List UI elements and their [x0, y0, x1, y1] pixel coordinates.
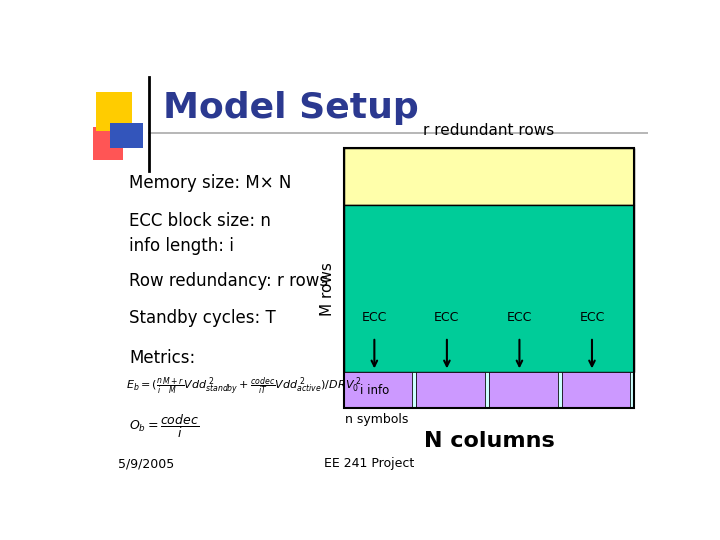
Bar: [109, 123, 143, 148]
Bar: [344, 205, 634, 373]
Text: ECC: ECC: [434, 312, 459, 325]
Text: Memory size: M× N: Memory size: M× N: [129, 174, 292, 192]
Text: Row redundancy: r rows: Row redundancy: r rows: [129, 272, 328, 290]
Text: ECC: ECC: [580, 312, 605, 325]
Text: ECC: ECC: [507, 312, 532, 325]
Text: n symbols: n symbols: [345, 413, 408, 426]
Text: $E_b = (\frac{n}{i}\frac{M+r}{M}Vdd_{s\mathit{tan}dby}^{\ 2} + \frac{codec}{iT}V: $E_b = (\frac{n}{i}\frac{M+r}{M}Vdd_{s\m…: [126, 376, 362, 399]
Bar: [562, 373, 630, 408]
Text: Metrics:: Metrics:: [129, 349, 195, 367]
Text: ECC block size: n: ECC block size: n: [129, 212, 271, 230]
Text: ECC: ECC: [361, 312, 387, 325]
Bar: [557, 373, 562, 408]
Bar: [96, 92, 132, 131]
Text: i info: i info: [360, 383, 389, 397]
Text: M rows: M rows: [320, 262, 335, 316]
Bar: [344, 148, 634, 408]
Bar: [489, 373, 557, 408]
Text: Standby cycles: T: Standby cycles: T: [129, 309, 276, 327]
Text: r redundant rows: r redundant rows: [423, 123, 554, 138]
Text: EE 241 Project: EE 241 Project: [324, 457, 414, 470]
Bar: [344, 148, 634, 205]
Text: N columns: N columns: [423, 431, 554, 451]
Bar: [93, 127, 124, 160]
Bar: [344, 373, 413, 408]
Bar: [413, 373, 416, 408]
Text: Model Setup: Model Setup: [163, 91, 418, 125]
Bar: [630, 373, 634, 408]
Bar: [416, 373, 485, 408]
Bar: [485, 373, 489, 408]
Text: 5/9/2005: 5/9/2005: [118, 457, 174, 470]
Text: info length: i: info length: i: [129, 237, 234, 255]
Text: $O_b = \dfrac{codec}{i}$: $O_b = \dfrac{codec}{i}$: [129, 413, 199, 441]
